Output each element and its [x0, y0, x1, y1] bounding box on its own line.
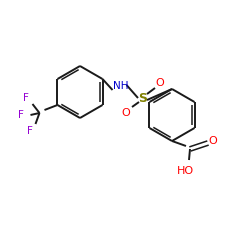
Text: HO: HO [176, 166, 194, 176]
Text: F: F [22, 93, 28, 103]
Text: NH: NH [113, 81, 128, 91]
Text: O: O [208, 136, 218, 146]
Text: S: S [138, 92, 147, 104]
Text: F: F [18, 110, 24, 120]
Text: O: O [156, 78, 164, 88]
Text: O: O [122, 108, 130, 118]
Text: F: F [26, 126, 32, 136]
